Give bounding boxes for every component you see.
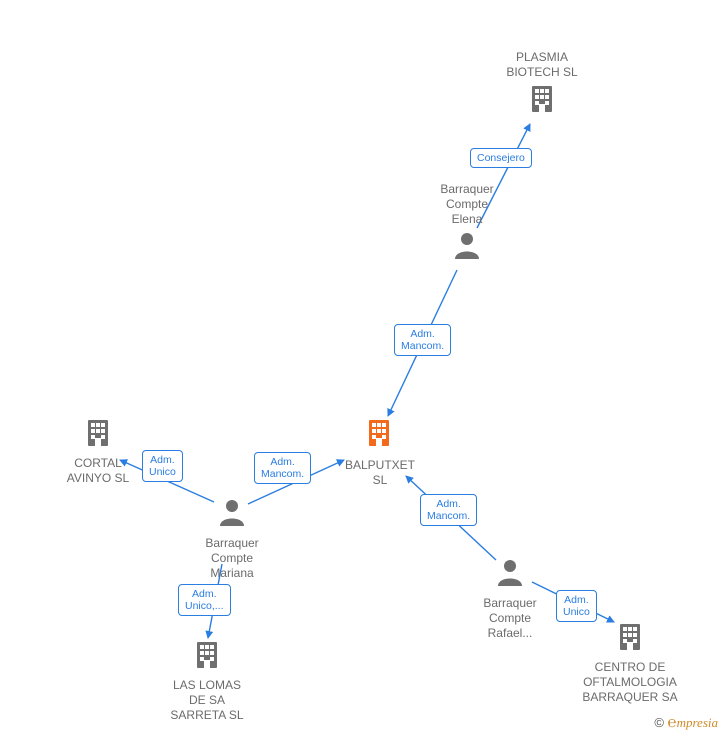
footer-attribution: © ℮mpresia: [654, 715, 718, 732]
building-icon: [616, 622, 644, 656]
node-label: PLASMIA BIOTECH SL: [487, 50, 597, 80]
node-label: Barraquer Compte Rafael...: [460, 596, 560, 641]
node-centro[interactable]: CENTRO DE OFTALMOLOGIA BARRAQUER SA: [560, 622, 700, 705]
node-label: CENTRO DE OFTALMOLOGIA BARRAQUER SA: [560, 660, 700, 705]
diagram-canvas: Consejero Adm. Mancom. Adm. Mancom. Adm.…: [0, 0, 728, 740]
edge-label-adm-mancom: Adm. Mancom.: [420, 494, 477, 526]
person-icon: [496, 558, 524, 592]
node-elena[interactable]: Barraquer Compte Elena: [417, 182, 517, 265]
edge-label-adm-unico: Adm. Unico,...: [178, 584, 231, 616]
node-label: Barraquer Compte Elena: [417, 182, 517, 227]
node-balputxet[interactable]: BALPUTXET SL: [330, 418, 430, 488]
edge-label-adm-unico: Adm. Unico: [142, 450, 183, 482]
node-label: Barraquer Compte Mariana: [182, 536, 282, 581]
edge-label-adm-unico: Adm. Unico: [556, 590, 597, 622]
person-icon: [218, 498, 246, 532]
edge-label-adm-mancom: Adm. Mancom.: [394, 324, 451, 356]
edge-label-adm-mancom: Adm. Mancom.: [254, 452, 311, 484]
brand-logo: ℮mpresia: [668, 715, 718, 730]
building-icon: [365, 418, 395, 454]
building-icon: [528, 84, 556, 118]
building-icon: [193, 640, 221, 674]
node-plasmia[interactable]: PLASMIA BIOTECH SL: [487, 50, 597, 118]
node-laslomas[interactable]: LAS LOMAS DE SA SARRETA SL: [152, 640, 262, 723]
copyright-symbol: ©: [654, 715, 664, 730]
node-label: LAS LOMAS DE SA SARRETA SL: [152, 678, 262, 723]
person-icon: [453, 231, 481, 265]
node-rafael[interactable]: Barraquer Compte Rafael...: [460, 558, 560, 641]
building-icon: [84, 418, 112, 452]
node-label: BALPUTXET SL: [330, 458, 430, 488]
node-label: CORTAL AVINYO SL: [48, 456, 148, 486]
edge-label-consejero: Consejero: [470, 148, 532, 168]
node-cortal[interactable]: CORTAL AVINYO SL: [48, 418, 148, 486]
node-mariana[interactable]: Barraquer Compte Mariana: [182, 498, 282, 581]
